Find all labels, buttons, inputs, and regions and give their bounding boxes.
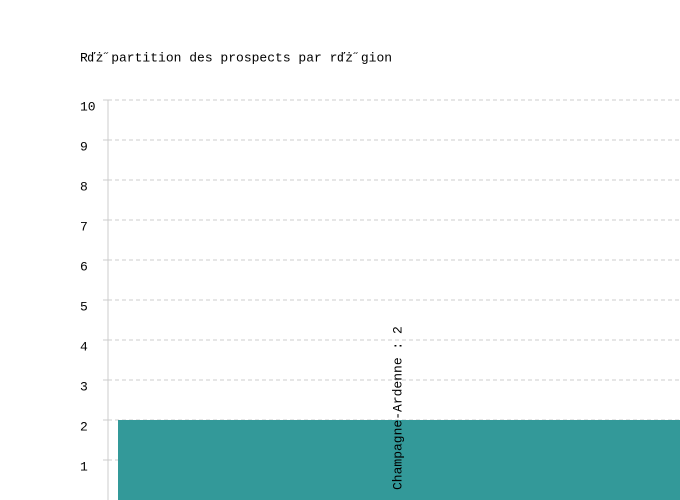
y-tick-label: 10 [80, 99, 96, 114]
y-tick-label: 6 [80, 259, 88, 274]
y-tick-label: 2 [80, 419, 88, 434]
value-label: Champagne-Ardenne : 2 [390, 326, 405, 490]
y-tick-label: 7 [80, 219, 88, 234]
y-tick-label: 1 [80, 459, 88, 474]
chart-title: Rďż˝partition des prospects par rďż˝gion [80, 50, 392, 65]
y-tick-label: 5 [80, 299, 88, 314]
y-tick-label: 4 [80, 339, 88, 354]
y-tick-label: 8 [80, 179, 88, 194]
y-tick-label: 9 [80, 139, 88, 154]
y-tick-label: 3 [80, 379, 88, 394]
bar [118, 420, 680, 500]
